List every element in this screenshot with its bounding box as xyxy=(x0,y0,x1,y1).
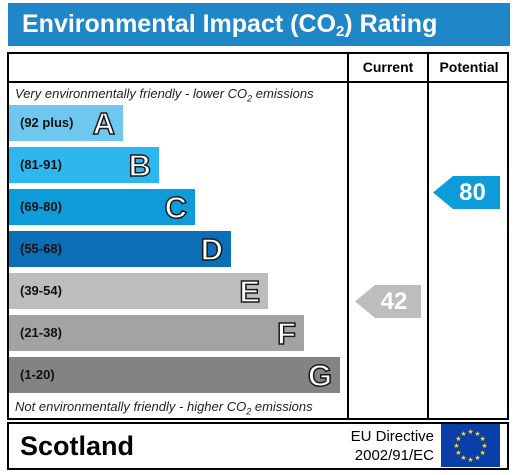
band-letter: G xyxy=(307,357,333,394)
flag-star-icon: ★ xyxy=(460,430,466,438)
flag-star-icon: ★ xyxy=(467,428,473,436)
header-divider xyxy=(347,81,509,83)
footer xyxy=(7,422,509,470)
bottom-note-sub: 2 xyxy=(246,406,252,417)
band-d: (55-68) D xyxy=(9,231,231,268)
band-range: (1-20) xyxy=(20,367,55,382)
band-letter: C xyxy=(164,189,188,226)
band-f: (21-38) F xyxy=(9,315,304,352)
directive-line-2: 2002/91/EC xyxy=(354,447,434,464)
current-column-header: Current xyxy=(362,59,414,75)
title-subscript: 2 xyxy=(335,23,345,40)
band-letter: D xyxy=(200,231,224,268)
flag-star-icon: ★ xyxy=(479,449,485,457)
band-g: (1-20) G xyxy=(9,357,340,394)
top-note-end: emissions xyxy=(252,86,314,101)
flag-star-icon: ★ xyxy=(460,454,466,462)
top-note-text: Very environmentally friendly - lower CO xyxy=(15,86,248,101)
band-range: (81-91) xyxy=(20,157,62,172)
band-range: (21-38) xyxy=(20,325,62,340)
flag-star-icon: ★ xyxy=(474,454,480,462)
band-range: (92 plus) xyxy=(20,115,74,130)
eu-directive: EU Directive 2002/91/EC xyxy=(332,427,434,465)
region-name: Scotland xyxy=(20,431,135,461)
flag-star-icon: ★ xyxy=(455,435,461,443)
header-divider-left xyxy=(7,81,349,83)
band-letter: E xyxy=(239,273,261,310)
band-range: (55-68) xyxy=(20,241,62,256)
flag-star-icon: ★ xyxy=(467,456,473,464)
top-note: Very environmentally friendly - lower CO… xyxy=(15,86,314,104)
bottom-note: Not environmentally friendly - higher CO… xyxy=(15,399,313,417)
page-title: Environmental Impact (CO2) Rating xyxy=(8,3,510,46)
flag-star-icon: ★ xyxy=(455,449,461,457)
band-letter: A xyxy=(92,105,116,142)
band-b: (81-91) B xyxy=(9,147,159,184)
band-range: (69-80) xyxy=(20,199,62,214)
flag-star-icon: ★ xyxy=(479,435,485,443)
band-range: (39-54) xyxy=(20,283,62,298)
flag-star-icon: ★ xyxy=(481,442,487,450)
potential-column-divider xyxy=(427,52,429,420)
band-a: (92 plus) A xyxy=(9,105,123,142)
band-c: (69-80) C xyxy=(9,189,195,226)
potential-column-header: Potential xyxy=(439,59,499,75)
band-letter: B xyxy=(128,147,152,184)
band-letter: F xyxy=(276,315,296,352)
title-end: ) Rating xyxy=(344,10,438,38)
band-e: (39-54) E xyxy=(9,273,268,310)
rating-table xyxy=(7,52,509,420)
directive-line-1: EU Directive xyxy=(350,428,434,445)
title-main: Environmental Impact (CO xyxy=(22,10,336,38)
flag-star-icon: ★ xyxy=(474,430,480,438)
flag-star-icon: ★ xyxy=(453,442,459,450)
bottom-note-text: Not environmentally friendly - higher CO xyxy=(15,399,247,414)
bottom-note-end: emissions xyxy=(251,399,313,414)
top-note-sub: 2 xyxy=(247,93,253,104)
current-column-divider xyxy=(347,52,349,420)
eu-flag-icon: ★ ★ ★ ★ ★ ★ ★ ★ ★ ★ ★ ★ xyxy=(441,424,500,467)
